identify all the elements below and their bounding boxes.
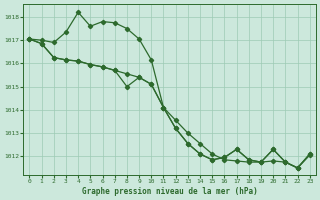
X-axis label: Graphe pression niveau de la mer (hPa): Graphe pression niveau de la mer (hPa)	[82, 187, 258, 196]
